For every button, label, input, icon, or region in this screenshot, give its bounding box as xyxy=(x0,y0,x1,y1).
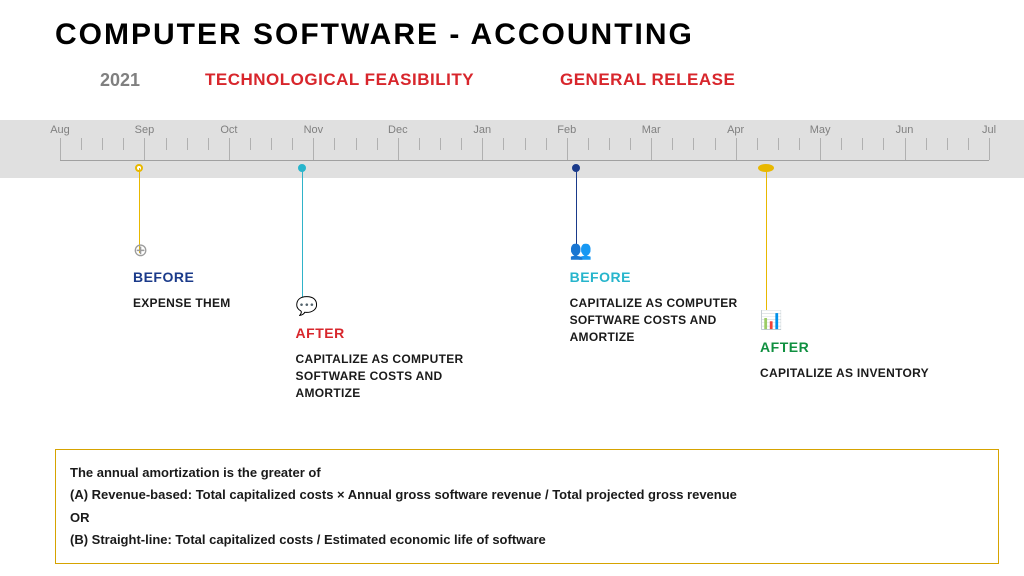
event-icon: 💬 xyxy=(296,296,476,317)
tick-major xyxy=(144,138,145,160)
tick-minor xyxy=(757,138,758,150)
tick-minor xyxy=(672,138,673,150)
tick-minor xyxy=(123,138,124,150)
tick-minor xyxy=(546,138,547,150)
milestone-tech-feasibility: TECHNOLOGICAL FEASIBILITY xyxy=(205,70,474,90)
timeline-band: Aug Sep Oct Nov Dec Jan Feb Mar Apr May Jun Jul xyxy=(0,120,1024,178)
axis-line xyxy=(60,160,989,161)
tick-minor xyxy=(440,138,441,150)
month-label: Jun xyxy=(896,124,914,136)
event-icon: ⊕ xyxy=(133,240,313,261)
event-desc: CAPITALIZE AS COMPUTER SOFTWARE COSTS AN… xyxy=(296,351,476,401)
tick-minor xyxy=(609,138,610,150)
tick-major xyxy=(398,138,399,160)
tick-minor xyxy=(503,138,504,150)
tick-minor xyxy=(461,138,462,150)
tick-minor xyxy=(81,138,82,150)
milestone-general-release: GENERAL RELEASE xyxy=(560,70,735,90)
event-icon: 👥 xyxy=(570,240,750,261)
tick-major xyxy=(820,138,821,160)
month-label: Jul xyxy=(982,124,996,136)
year-label: 2021 xyxy=(100,70,140,91)
tick-minor xyxy=(715,138,716,150)
tick-major xyxy=(651,138,652,160)
event-icon: 📊 xyxy=(760,310,940,331)
event-desc: CAPITALIZE AS COMPUTER SOFTWARE COSTS AN… xyxy=(570,295,750,345)
event-phase: BEFORE xyxy=(570,269,750,285)
tick-minor xyxy=(334,138,335,150)
tick-minor xyxy=(841,138,842,150)
tick-minor xyxy=(630,138,631,150)
event-block: 💬 AFTER CAPITALIZE AS COMPUTER SOFTWARE CO… xyxy=(296,296,476,401)
event-block: 👥 BEFORE CAPITALIZE AS COMPUTER SOFTWARE C… xyxy=(570,240,750,345)
month-label: Jan xyxy=(473,124,491,136)
month-label: Sep xyxy=(135,124,155,136)
note-line: OR xyxy=(70,509,984,527)
tick-minor xyxy=(208,138,209,150)
tick-minor xyxy=(166,138,167,150)
tick-major xyxy=(482,138,483,160)
tick-major xyxy=(905,138,906,160)
event-block: ⊕ BEFORE EXPENSE THEM xyxy=(133,240,313,312)
note-line: (A) Revenue-based: Total capitalized cos… xyxy=(70,486,984,504)
tick-minor xyxy=(356,138,357,150)
tick-minor xyxy=(693,138,694,150)
month-label: Nov xyxy=(304,124,324,136)
tick-minor xyxy=(102,138,103,150)
tick-minor xyxy=(377,138,378,150)
tick-major xyxy=(736,138,737,160)
tick-minor xyxy=(525,138,526,150)
tick-major xyxy=(989,138,990,160)
event-phase: BEFORE xyxy=(133,269,313,285)
tick-major xyxy=(313,138,314,160)
timeline-axis: AugSepOctNovDecJanFebMarAprMayJunJul xyxy=(60,120,989,178)
tick-minor xyxy=(947,138,948,150)
event-phase: AFTER xyxy=(296,325,476,341)
tick-minor xyxy=(419,138,420,150)
note-line: The annual amortization is the greater o… xyxy=(70,464,984,482)
event-block: 📊 AFTER CAPITALIZE AS INVENTORY xyxy=(760,310,940,382)
event-desc: CAPITALIZE AS INVENTORY xyxy=(760,365,940,382)
event-desc: EXPENSE THEM xyxy=(133,295,313,312)
month-label: Apr xyxy=(727,124,744,136)
tick-minor xyxy=(292,138,293,150)
tick-minor xyxy=(250,138,251,150)
month-label: Oct xyxy=(220,124,237,136)
note-line: (B) Straight-line: Total capitalized cos… xyxy=(70,531,984,549)
tick-minor xyxy=(968,138,969,150)
tick-major xyxy=(229,138,230,160)
tick-minor xyxy=(187,138,188,150)
tick-major xyxy=(567,138,568,160)
month-label: Feb xyxy=(557,124,576,136)
drop-line xyxy=(766,168,767,323)
page-title: COMPUTER SOFTWARE - ACCOUNTING xyxy=(55,18,694,52)
tick-minor xyxy=(862,138,863,150)
tick-minor xyxy=(778,138,779,150)
drop-line xyxy=(302,168,303,308)
tick-minor xyxy=(926,138,927,150)
month-label: May xyxy=(810,124,831,136)
amortization-note: The annual amortization is the greater o… xyxy=(55,449,999,564)
tick-minor xyxy=(883,138,884,150)
tick-minor xyxy=(271,138,272,150)
tick-major xyxy=(60,138,61,160)
month-label: Aug xyxy=(50,124,70,136)
month-label: Dec xyxy=(388,124,408,136)
event-phase: AFTER xyxy=(760,339,940,355)
month-label: Mar xyxy=(642,124,661,136)
tick-minor xyxy=(588,138,589,150)
tick-minor xyxy=(799,138,800,150)
